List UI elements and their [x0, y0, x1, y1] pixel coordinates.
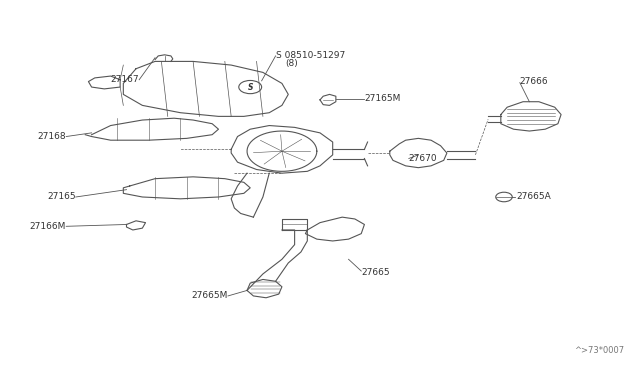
Text: 27165M: 27165M: [364, 93, 401, 103]
Text: 27665A: 27665A: [516, 192, 552, 202]
Text: S 08510-51297: S 08510-51297: [276, 51, 345, 60]
Text: 27665: 27665: [361, 267, 390, 277]
Text: 27165: 27165: [47, 192, 76, 202]
Text: 27168: 27168: [38, 132, 66, 141]
Text: 27665M: 27665M: [191, 291, 228, 301]
Text: 27670: 27670: [409, 154, 438, 163]
Text: 27166M: 27166M: [30, 222, 66, 231]
Text: 27167: 27167: [111, 75, 139, 84]
Text: S: S: [248, 83, 253, 92]
Text: (8): (8): [285, 59, 298, 68]
Text: ^>73*0007: ^>73*0007: [575, 346, 625, 355]
Text: 27666: 27666: [520, 77, 548, 86]
